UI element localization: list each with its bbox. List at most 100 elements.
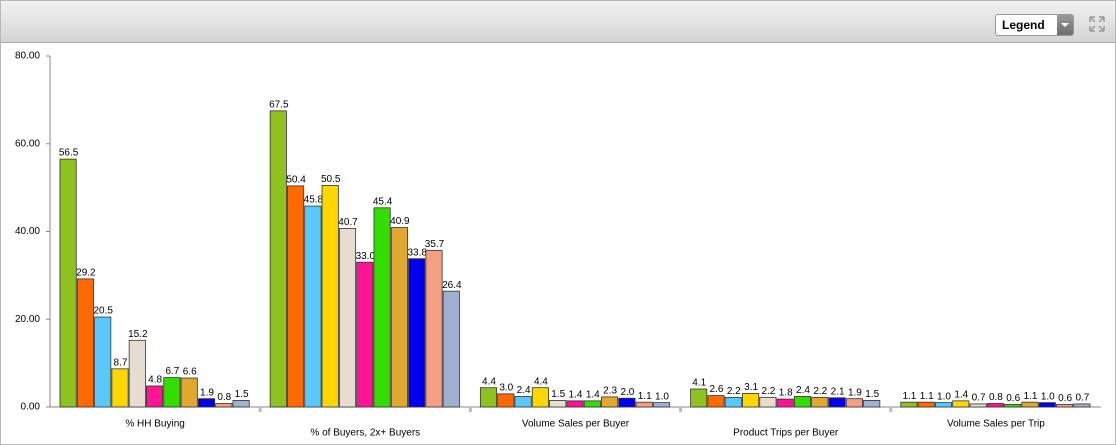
value-label: 2.2: [727, 386, 741, 397]
bar: [601, 396, 619, 408]
value-label: 4.1: [692, 378, 706, 389]
value-label: 1.1: [1024, 391, 1038, 402]
bar: [287, 185, 305, 408]
bar: [969, 403, 987, 408]
bar: [59, 158, 77, 408]
value-label: 1.9: [200, 387, 214, 398]
chart: 0.00 20.00 40.00 60.00 80.00 % HH Buying 56.5 2…: [15, 51, 1101, 439]
bar: [793, 396, 812, 408]
value-label: 26.4: [442, 280, 462, 291]
bar: [76, 278, 94, 408]
bar: [776, 398, 794, 408]
bar: [1038, 402, 1056, 408]
bar: [549, 400, 567, 408]
bar: [232, 400, 250, 408]
bar: [442, 290, 460, 408]
value-label: 0.6: [1058, 393, 1072, 404]
bar: [373, 207, 391, 408]
x-tick-label: Volume Sales per Trip: [947, 419, 1045, 430]
value-label: 45.8: [304, 195, 324, 206]
value-label: 40.9: [390, 216, 410, 227]
bar: [917, 401, 935, 408]
bar: [146, 385, 164, 408]
value-label: 33.8: [407, 247, 427, 258]
bar: [197, 398, 216, 408]
value-label: 1.5: [235, 389, 249, 400]
bar: [408, 258, 426, 408]
value-label: 35.7: [425, 239, 445, 250]
bar: [111, 368, 129, 408]
bar: [707, 395, 725, 408]
bar: [566, 400, 584, 408]
value-label: 1.9: [848, 387, 862, 398]
bar: [531, 387, 549, 408]
y-tick-label: 80.00: [15, 51, 40, 62]
value-label: 8.7: [114, 357, 128, 368]
bar: [618, 397, 636, 408]
legend-dropdown[interactable]: Legend: [995, 14, 1074, 36]
bar: [338, 228, 357, 408]
value-label: 67.5: [269, 99, 289, 110]
value-label: 2.2: [761, 386, 775, 397]
value-label: 1.5: [551, 389, 565, 400]
bar: [652, 402, 671, 408]
bar: [811, 396, 829, 408]
value-label: 3.1: [744, 382, 758, 393]
legend-dropdown-label: Legend: [1002, 18, 1045, 32]
x-tick-label: % of Buyers, 2x+ Buyers: [310, 428, 420, 439]
bar: [269, 110, 287, 408]
value-label: 1.8: [779, 388, 793, 399]
value-label: 20.5: [93, 306, 113, 317]
value-label: 3.0: [499, 382, 513, 393]
value-label: 4.8: [148, 375, 162, 386]
bar: [1021, 401, 1039, 408]
dropdown-arrow: [1057, 15, 1073, 35]
value-label: 0.8: [989, 392, 1003, 403]
value-label: 6.7: [165, 366, 179, 377]
value-label: 1.0: [1041, 391, 1055, 402]
bar: [356, 261, 374, 408]
bar: [986, 403, 1004, 408]
value-label: 6.6: [183, 367, 197, 378]
y-tick-label: 40.00: [15, 226, 40, 237]
bar: [425, 249, 443, 408]
y-tick-label: 60.00: [15, 138, 40, 149]
value-label: 1.4: [569, 389, 583, 400]
value-label: 1.4: [586, 389, 600, 400]
value-label: 56.5: [59, 148, 79, 159]
value-label: 2.6: [710, 384, 724, 395]
value-label: 0.7: [1075, 393, 1089, 404]
x-tick-label: % HH Buying: [125, 419, 184, 430]
bar: [94, 316, 112, 408]
bar: [1056, 403, 1074, 408]
toolbar: Legend: [1, 1, 1115, 43]
bar: [828, 397, 846, 408]
value-label: 40.7: [338, 217, 358, 228]
bar: [514, 396, 532, 408]
value-label: 2.4: [796, 385, 810, 396]
expand-icon[interactable]: [1089, 16, 1105, 32]
value-label: 50.5: [321, 174, 341, 185]
bar: [690, 388, 708, 408]
x-tick-label: Product Trips per Buyer: [733, 428, 839, 439]
bar: [321, 185, 339, 408]
value-label: 2.4: [517, 385, 531, 396]
value-label: 1.0: [937, 391, 951, 402]
value-label: 4.4: [482, 376, 496, 387]
bar: [934, 402, 953, 408]
value-label: 15.2: [128, 329, 148, 340]
bar: [952, 400, 970, 408]
value-label: 1.1: [902, 391, 916, 402]
bar: [845, 398, 863, 408]
bar: [1004, 403, 1022, 408]
y-tick-label: 20.00: [15, 314, 40, 325]
value-label: 29.2: [76, 268, 96, 279]
value-label: 1.5: [865, 389, 879, 400]
value-label: 1.1: [920, 391, 934, 402]
bar: [724, 396, 742, 408]
bar: [742, 392, 760, 408]
value-label: 4.4: [534, 376, 548, 387]
value-label: 2.3: [603, 386, 617, 397]
bar: [1073, 403, 1091, 408]
